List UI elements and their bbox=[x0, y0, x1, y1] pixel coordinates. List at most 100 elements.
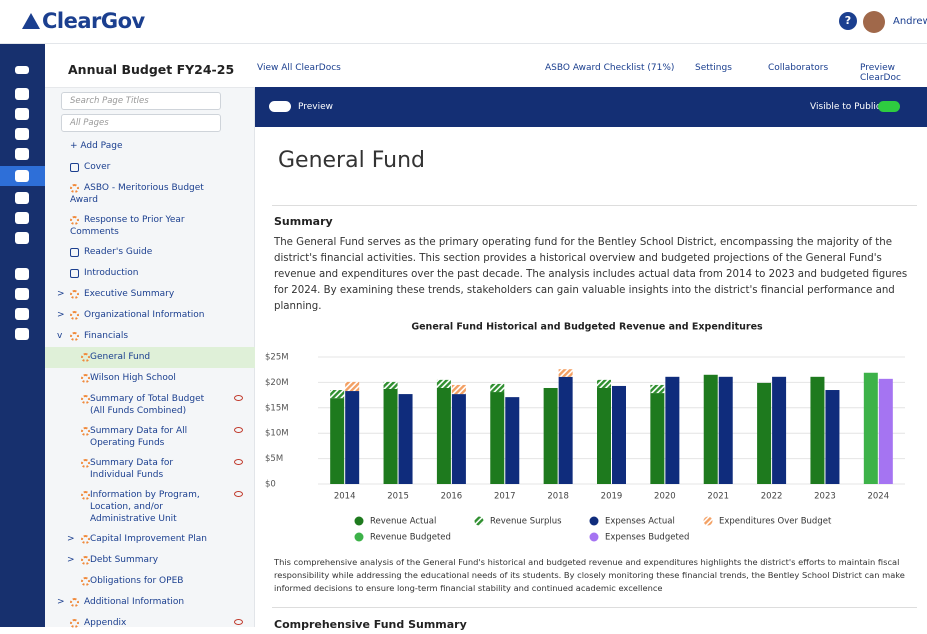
x-tick-label: 2022 bbox=[761, 492, 783, 502]
bar-segment bbox=[436, 379, 451, 388]
nav-label: Introduction bbox=[84, 268, 139, 278]
doc-toolbar bbox=[45, 44, 927, 88]
nav-label: Executive Summary bbox=[84, 289, 175, 299]
bar-segment bbox=[398, 394, 413, 484]
rail-icon[interactable] bbox=[15, 128, 29, 140]
nav-item[interactable]: Wilson High School bbox=[45, 368, 255, 389]
bar-segment bbox=[330, 398, 345, 484]
legend-label: Expenses Actual bbox=[605, 517, 675, 527]
legend-marker bbox=[474, 516, 484, 526]
view-all-link[interactable]: View All ClearDocs bbox=[257, 63, 341, 73]
nav-item[interactable]: Summary of Total Budget (All Funds Combi… bbox=[45, 389, 255, 421]
doc-title[interactable]: Annual Budget FY24-25 bbox=[68, 62, 235, 77]
nav-item[interactable]: Information by Program, Location, and/or… bbox=[45, 485, 255, 529]
nav-item[interactable]: > Organizational Information bbox=[57, 310, 205, 320]
nav-item[interactable]: Cover bbox=[45, 157, 255, 178]
bar-segment bbox=[650, 393, 665, 484]
x-tick-label: 2016 bbox=[441, 492, 463, 502]
nav-item[interactable]: > Debt Summary bbox=[67, 555, 159, 565]
x-tick-label: 2021 bbox=[707, 492, 729, 502]
nav-label: Response to Prior Year Comments bbox=[70, 215, 185, 237]
x-tick-label: 2018 bbox=[547, 492, 569, 502]
nav-item[interactable]: Introduction bbox=[45, 263, 255, 284]
toolbar-link[interactable]: ASBO Award Checklist (71%) bbox=[545, 63, 675, 73]
summary-text: The General Fund serves as the primary o… bbox=[274, 237, 908, 312]
legend-label: Revenue Actual bbox=[370, 517, 436, 527]
legend-label: Revenue Budgeted bbox=[370, 533, 451, 543]
rail-icon[interactable] bbox=[15, 328, 29, 340]
divider bbox=[272, 205, 917, 206]
section-heading: Summary bbox=[274, 215, 333, 228]
nav-item[interactable]: + Add Page bbox=[45, 136, 255, 157]
bar-segment bbox=[451, 384, 466, 395]
preview-toggle[interactable] bbox=[269, 101, 291, 112]
legend-label: Revenue Surplus bbox=[490, 517, 562, 527]
preview-label: Preview bbox=[298, 102, 334, 112]
nav-item[interactable]: Reader's Guide bbox=[45, 242, 255, 263]
nav-item[interactable]: ASBO - Meritorious Budget Award bbox=[45, 178, 255, 210]
rail-icon[interactable] bbox=[15, 66, 29, 74]
nav-item[interactable]: > Additional Information bbox=[57, 597, 185, 607]
x-tick-label: 2024 bbox=[867, 492, 889, 502]
x-tick-label: 2020 bbox=[654, 492, 676, 502]
hidden-icon[interactable] bbox=[234, 395, 243, 401]
hidden-icon[interactable] bbox=[234, 427, 243, 433]
toolbar-link[interactable]: Preview ClearDoc bbox=[860, 63, 901, 83]
filter-select[interactable]: All Pages bbox=[61, 114, 221, 132]
nav-item[interactable]: v Financials bbox=[57, 331, 129, 341]
legend-label: Expenditures Over Budget bbox=[719, 517, 832, 527]
rail-icon[interactable] bbox=[15, 308, 29, 320]
hidden-icon[interactable] bbox=[234, 619, 243, 625]
rail-icon[interactable] bbox=[15, 148, 29, 160]
nav-item[interactable]: Summary Data for Individual Funds bbox=[45, 453, 255, 485]
user-name[interactable]: Andrew bbox=[893, 16, 927, 27]
search-input[interactable]: Search Page Titles bbox=[61, 92, 221, 110]
nav-label: Appendix bbox=[84, 618, 127, 628]
rail-icon[interactable] bbox=[15, 108, 29, 120]
bar-segment bbox=[718, 376, 733, 484]
bar-segment bbox=[772, 376, 787, 484]
bar-segment bbox=[505, 397, 520, 484]
rail-icon[interactable] bbox=[15, 288, 29, 300]
rail-icon[interactable] bbox=[15, 88, 29, 100]
nav-item[interactable]: > Executive Summary bbox=[57, 289, 175, 299]
bar-segment bbox=[451, 394, 466, 484]
hidden-icon[interactable] bbox=[234, 459, 243, 465]
toolbar-link[interactable]: Collaborators bbox=[768, 63, 829, 73]
y-tick-label: $15M bbox=[265, 403, 289, 413]
nav-item[interactable]: Obligations for OPEB bbox=[45, 571, 255, 592]
page-title: General Fund bbox=[278, 148, 425, 173]
rail-icon[interactable] bbox=[15, 232, 29, 244]
nav-item[interactable]: Response to Prior Year Comments bbox=[45, 210, 255, 242]
nav-item[interactable]: > Capital Improvement Plan bbox=[67, 534, 207, 544]
top-bar bbox=[0, 0, 927, 44]
nav-item[interactable]: General Fund bbox=[45, 347, 255, 368]
bar-segment bbox=[597, 387, 611, 484]
toolbar-link[interactable]: Settings bbox=[695, 63, 732, 73]
hidden-icon[interactable] bbox=[234, 491, 243, 497]
bar-segment bbox=[345, 381, 360, 392]
rail-icon[interactable] bbox=[15, 192, 29, 204]
bar-segment bbox=[597, 379, 611, 388]
avatar[interactable] bbox=[863, 11, 885, 33]
nav-label: Summary Data for All Operating Funds bbox=[90, 426, 188, 448]
bar-segment bbox=[436, 387, 451, 484]
nav-label: Additional Information bbox=[84, 597, 185, 607]
rail-icon[interactable] bbox=[15, 268, 29, 280]
y-tick-label: $10M bbox=[265, 429, 289, 439]
bar-segment bbox=[757, 382, 772, 484]
nav-label: Summary Data for Individual Funds bbox=[90, 458, 174, 480]
help-icon[interactable]: ? bbox=[839, 12, 857, 30]
bar-segment bbox=[330, 390, 345, 399]
logo[interactable]: ClearGov bbox=[22, 9, 145, 33]
visible-toggle[interactable] bbox=[878, 101, 900, 112]
add-page[interactable]: + Add Page bbox=[70, 141, 123, 151]
rail-icon[interactable] bbox=[15, 212, 29, 224]
preview-bar: Preview Visible to Public bbox=[255, 87, 927, 127]
bar-segment bbox=[612, 385, 626, 484]
nav-item[interactable]: Appendix bbox=[45, 613, 255, 634]
rail-icon[interactable] bbox=[15, 170, 29, 182]
section-heading: Comprehensive Fund Summary bbox=[274, 618, 467, 631]
nav-item[interactable]: Summary Data for All Operating Funds bbox=[45, 421, 255, 453]
